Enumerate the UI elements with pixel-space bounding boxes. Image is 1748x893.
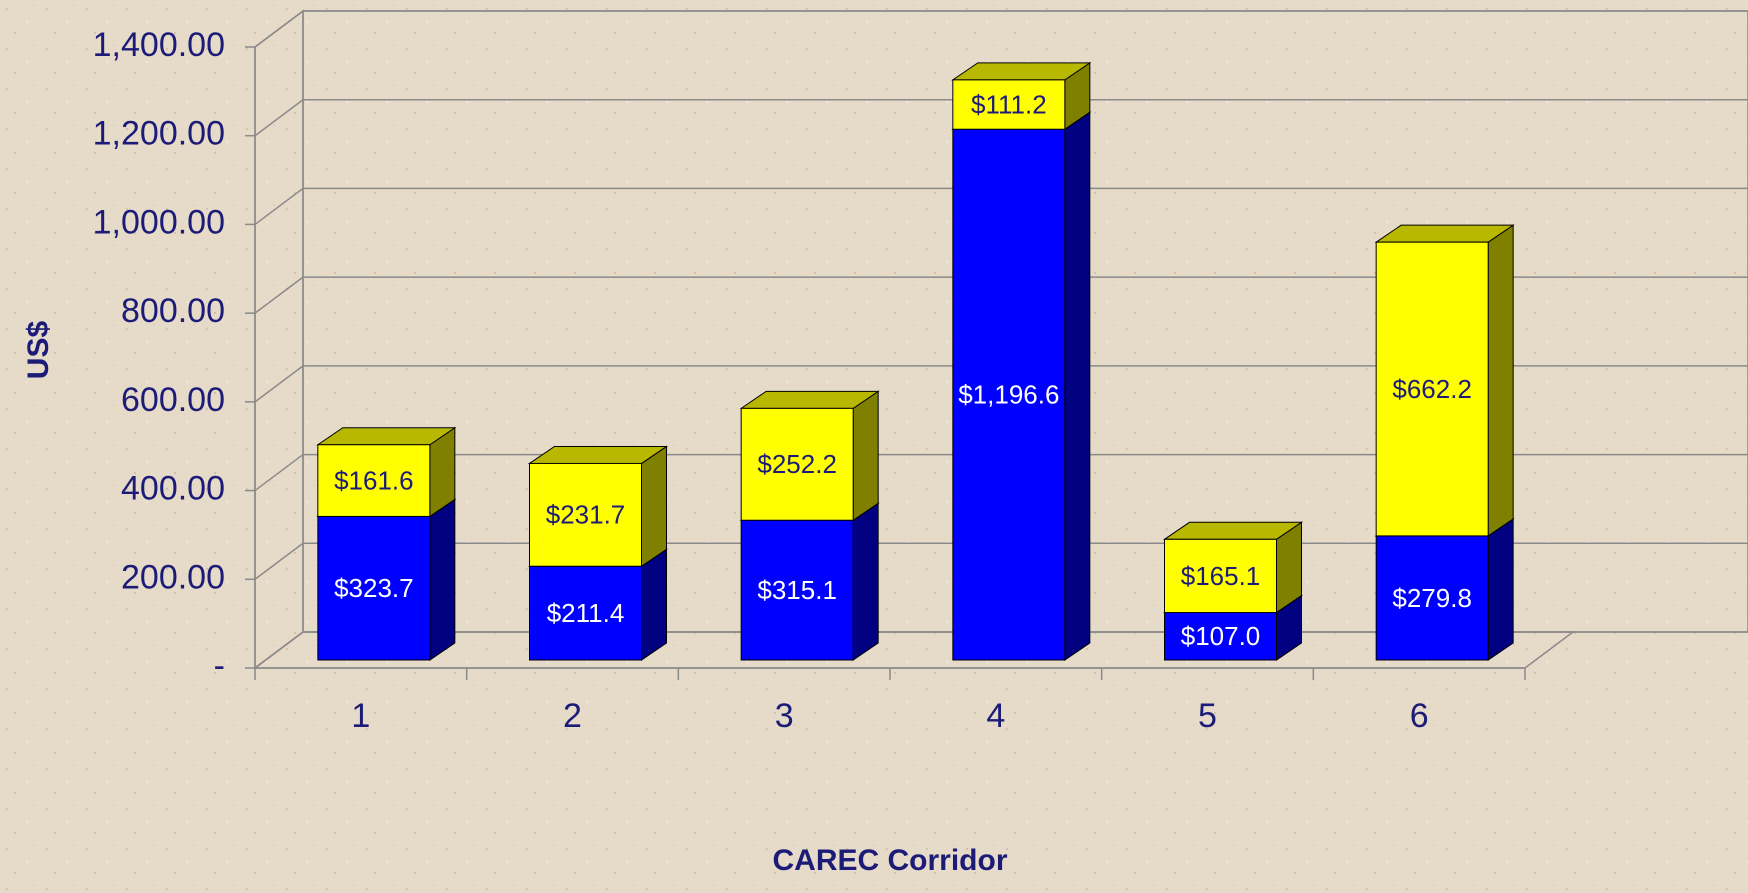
plot-walls: - 200.00 400.00 600.00 800.00 1,000.00 1,200.0… bbox=[93, 9, 1748, 685]
y-tick-label: 200.00 bbox=[121, 558, 225, 596]
bar-front bbox=[1375, 241, 1489, 537]
bar-side bbox=[429, 498, 456, 661]
grid-line bbox=[254, 453, 1748, 492]
bar-front bbox=[952, 128, 1066, 661]
bar-front bbox=[529, 462, 642, 567]
grid-line bbox=[254, 98, 1748, 137]
bar-front bbox=[740, 519, 854, 661]
bar-segment bbox=[527, 445, 669, 568]
bar-segment bbox=[1374, 517, 1515, 661]
y-tick-label: 800.00 bbox=[121, 292, 225, 330]
data-label: $211.4 bbox=[547, 598, 625, 628]
bar-side bbox=[1487, 224, 1514, 537]
bar-side bbox=[852, 390, 879, 522]
bar-side bbox=[1487, 517, 1514, 661]
data-label: $1,196.6 bbox=[958, 379, 1059, 409]
bar-side bbox=[1064, 111, 1091, 661]
grid-line bbox=[254, 276, 1748, 314]
y-tick-label: 1,000.00 bbox=[93, 203, 225, 241]
x-tick-label: 3 bbox=[775, 697, 794, 735]
x-tick-label: 4 bbox=[986, 697, 1005, 735]
y-tick-label: 400.00 bbox=[121, 470, 225, 508]
grid-line bbox=[254, 365, 1748, 403]
plot: 1 $323.7 $161.6 2 $211.4 $231.7 3 $315.1 $252.2 4… bbox=[316, 61, 1515, 735]
data-label: $323.7 bbox=[334, 573, 414, 603]
data-label: $279.8 bbox=[1392, 583, 1472, 613]
bar-top bbox=[739, 390, 880, 409]
bar-top bbox=[951, 62, 1092, 81]
bar-front bbox=[317, 444, 431, 517]
bar-segment bbox=[1162, 521, 1304, 614]
data-label: $107.0 bbox=[1181, 621, 1261, 651]
y-tick-label: 1,200.00 bbox=[93, 115, 225, 153]
bar-segment bbox=[1374, 224, 1515, 537]
x-axis-title: CAREC Corridor bbox=[772, 844, 1007, 877]
bar-front bbox=[317, 515, 431, 661]
grid-line bbox=[254, 10, 1748, 48]
bar-segment bbox=[739, 390, 880, 522]
bar-front bbox=[529, 565, 642, 661]
x-tick-label: 1 bbox=[351, 697, 370, 735]
x-tick-label: 5 bbox=[1198, 697, 1217, 735]
bar-side bbox=[641, 445, 667, 568]
bar-side bbox=[641, 548, 667, 661]
x-tick-label: 6 bbox=[1410, 697, 1429, 735]
y-tick-label: - bbox=[214, 647, 225, 685]
y-tick-label: 600.00 bbox=[121, 381, 225, 419]
bar-front bbox=[740, 407, 854, 521]
y-tick-label: 1,400.00 bbox=[93, 26, 225, 64]
y-axis-title: US$ bbox=[22, 321, 55, 380]
bar-top bbox=[1374, 224, 1515, 243]
data-label: $252.2 bbox=[757, 449, 837, 479]
bar-front bbox=[1375, 535, 1489, 661]
bar-segment bbox=[316, 498, 457, 661]
bar-segment bbox=[316, 426, 457, 518]
bar-top bbox=[527, 445, 669, 464]
bar-top bbox=[316, 427, 457, 446]
data-label: $231.7 bbox=[546, 500, 626, 530]
bar-front bbox=[952, 79, 1066, 130]
grid-line bbox=[254, 187, 1748, 226]
bar-front bbox=[1164, 538, 1277, 614]
data-label: $161.6 bbox=[334, 465, 414, 495]
bar-side bbox=[852, 502, 879, 661]
bar-segment bbox=[951, 61, 1092, 131]
x-tick-label: 2 bbox=[563, 697, 582, 735]
data-label: $315.1 bbox=[757, 575, 837, 605]
data-label: $111.2 bbox=[971, 89, 1047, 119]
bar-top bbox=[1162, 521, 1304, 540]
data-label: $662.2 bbox=[1392, 374, 1472, 404]
data-label: $165.1 bbox=[1181, 561, 1261, 591]
